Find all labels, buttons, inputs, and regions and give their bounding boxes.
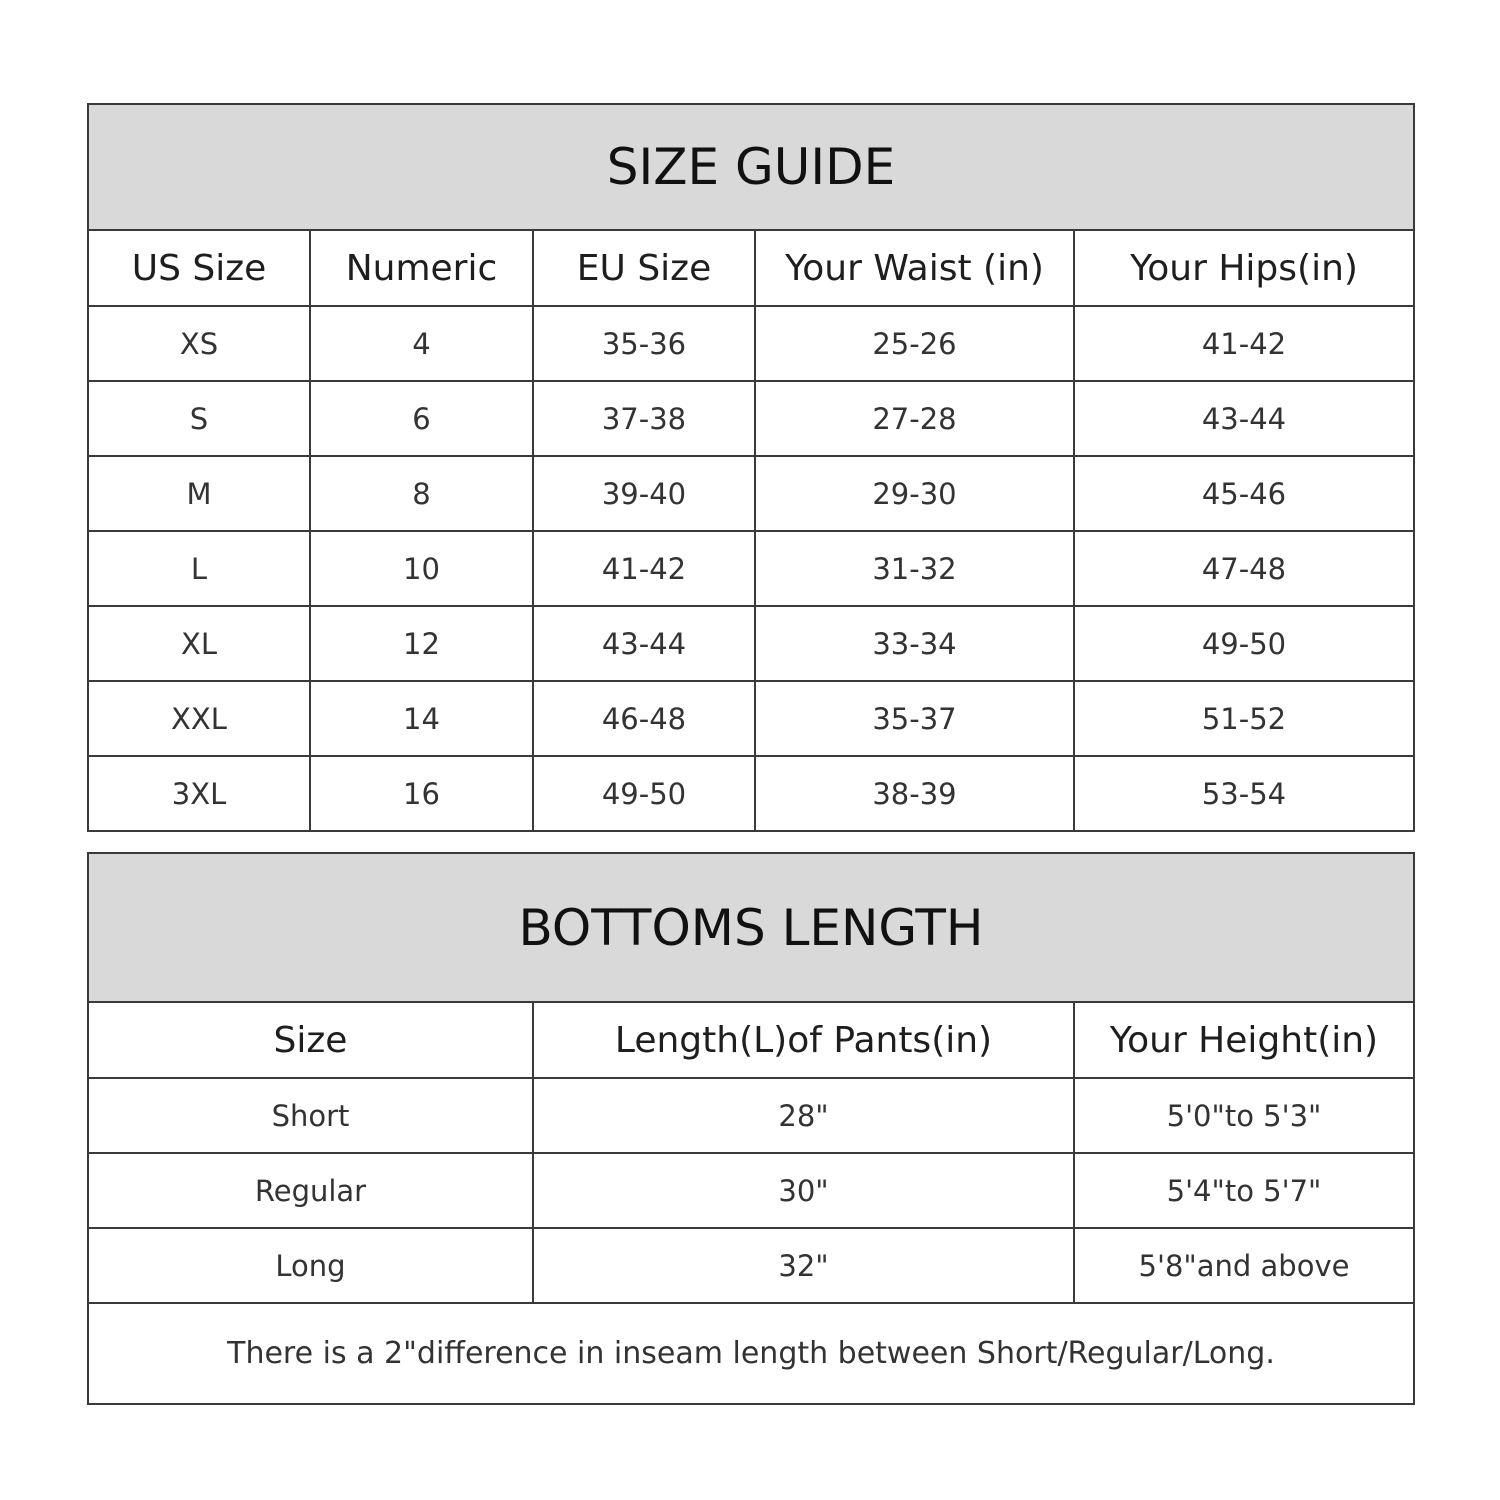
table-cell: 5'8"and above xyxy=(1072,1227,1416,1304)
table-cell: L xyxy=(87,530,311,607)
table-cell: 33-34 xyxy=(754,605,1075,682)
table-cell: 51-52 xyxy=(1072,680,1416,757)
column-header: EU Size xyxy=(532,229,756,307)
table-row: XS 4 35-36 25-26 41-42 xyxy=(87,305,1416,382)
column-header: Your Hips(in) xyxy=(1072,229,1416,307)
table-cell: 30" xyxy=(532,1152,1075,1229)
table-cell: 14 xyxy=(309,680,534,757)
table-row: XL 12 43-44 33-34 49-50 xyxy=(87,605,1416,682)
table-cell: 8 xyxy=(309,455,534,532)
table-row: M 8 39-40 29-30 45-46 xyxy=(87,455,1416,532)
table-row: Short 28" 5'0"to 5'3" xyxy=(87,1077,1416,1154)
table-cell: 49-50 xyxy=(532,755,756,832)
table-cell: XXL xyxy=(87,680,311,757)
table-cell: Regular xyxy=(87,1152,534,1229)
table-cell: S xyxy=(87,380,311,457)
bottoms-length-header-row: Size Length(L)of Pants(in) Your Height(i… xyxy=(87,1001,1416,1079)
table-cell: 39-40 xyxy=(532,455,756,532)
table-row: XXL 14 46-48 35-37 51-52 xyxy=(87,680,1416,757)
table-cell: 3XL xyxy=(87,755,311,832)
table-cell: 16 xyxy=(309,755,534,832)
bottoms-length-title: BOTTOMS LENGTH xyxy=(86,852,1416,1003)
table-cell: 46-48 xyxy=(532,680,756,757)
column-header: Length(L)of Pants(in) xyxy=(532,1001,1075,1079)
table-row: Long 32" 5'8"and above xyxy=(87,1227,1416,1304)
table-cell: 27-28 xyxy=(754,380,1075,457)
size-guide-title: SIZE GUIDE xyxy=(86,103,1416,231)
bottoms-length-table: BOTTOMS LENGTH Size Length(L)of Pants(in… xyxy=(86,852,1416,1405)
table-cell: M xyxy=(87,455,311,532)
table-cell: 6 xyxy=(309,380,534,457)
table-cell: 35-36 xyxy=(532,305,756,382)
table-cell: 47-48 xyxy=(1072,530,1416,607)
column-header: Your Waist (in) xyxy=(754,229,1075,307)
column-header: Your Height(in) xyxy=(1072,1001,1416,1079)
table-cell: 43-44 xyxy=(1072,380,1416,457)
table-cell: 5'4"to 5'7" xyxy=(1072,1152,1416,1229)
table-cell: 29-30 xyxy=(754,455,1075,532)
table-cell: 12 xyxy=(309,605,534,682)
table-row: Regular 30" 5'4"to 5'7" xyxy=(87,1152,1416,1229)
table-row: S 6 37-38 27-28 43-44 xyxy=(87,380,1416,457)
table-cell: 32" xyxy=(532,1227,1075,1304)
inseam-note: There is a 2"difference in inseam length… xyxy=(86,1302,1416,1405)
table-cell: 38-39 xyxy=(754,755,1075,832)
note-row: There is a 2"difference in inseam length… xyxy=(86,1302,1416,1405)
table-cell: 53-54 xyxy=(1072,755,1416,832)
table-cell: 28" xyxy=(532,1077,1075,1154)
table-cell: 37-38 xyxy=(532,380,756,457)
table-cell: 41-42 xyxy=(1072,305,1416,382)
table-cell: 5'0"to 5'3" xyxy=(1072,1077,1416,1154)
table-cell: 45-46 xyxy=(1072,455,1416,532)
table-cell: 49-50 xyxy=(1072,605,1416,682)
size-guide-table: SIZE GUIDE US Size Numeric EU Size Your … xyxy=(86,103,1416,832)
column-header: Numeric xyxy=(309,229,534,307)
column-header: US Size xyxy=(87,229,311,307)
table-cell: 43-44 xyxy=(532,605,756,682)
table-cell: XL xyxy=(87,605,311,682)
table-cell: XS xyxy=(87,305,311,382)
table-row: L 10 41-42 31-32 47-48 xyxy=(87,530,1416,607)
table-cell: Short xyxy=(87,1077,534,1154)
table-cell: 25-26 xyxy=(754,305,1075,382)
table-cell: Long xyxy=(87,1227,534,1304)
table-cell: 10 xyxy=(309,530,534,607)
table-cell: 31-32 xyxy=(754,530,1075,607)
size-guide-header-row: US Size Numeric EU Size Your Waist (in) … xyxy=(87,229,1416,307)
table-cell: 35-37 xyxy=(754,680,1075,757)
column-header: Size xyxy=(87,1001,534,1079)
table-row: 3XL 16 49-50 38-39 53-54 xyxy=(87,755,1416,832)
table-cell: 41-42 xyxy=(532,530,756,607)
table-cell: 4 xyxy=(309,305,534,382)
